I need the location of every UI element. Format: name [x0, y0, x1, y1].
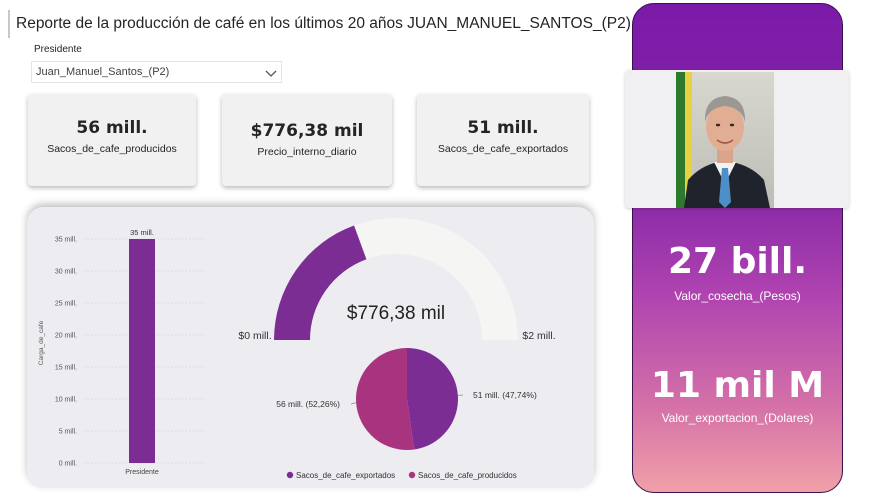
pie-data-label: 56 mill. (52,26%): [276, 399, 340, 409]
kpi-value-sacos-exportados: 51 mill.: [467, 118, 539, 138]
legend-swatch: [286, 471, 294, 479]
bar-y-tick-label: 15 mill.: [55, 365, 77, 372]
report-title: Reporte de la producción de café en los …: [16, 15, 631, 32]
gauge-chart: $776,38 mil $0 mill. $2 mill.: [238, 217, 556, 342]
kpi-label-sacos-producidos: Sacos_de_cafe_producidos: [47, 143, 177, 155]
valor-exportacion-value: 11 mil M: [650, 365, 825, 406]
bar-category-label: Presidente: [125, 469, 159, 476]
gauge-value-arc[interactable]: [274, 225, 367, 340]
kpi-label-precio-interno: Precio_interno_diario: [257, 146, 357, 158]
bar-y-tick-label: 0 mill.: [59, 461, 77, 468]
legend-entry[interactable]: Sacos_de_cafe_exportados: [296, 471, 395, 480]
pie-slice[interactable]: [407, 348, 459, 450]
report-title-bar: Reporte de la producción de café en los …: [8, 10, 631, 38]
pie-data-label: 51 mill. (47,74%): [473, 390, 537, 400]
kpi-card-precio-interno: $776,38 mil Precio_interno_diario: [222, 94, 392, 186]
legend-entry[interactable]: Sacos_de_cafe_producidos: [418, 471, 517, 480]
gauge-value-label: $776,38 mil: [347, 303, 445, 324]
kpi-value-precio-interno: $776,38 mil: [250, 121, 364, 141]
presidente-slicer-dropdown[interactable]: Juan_Manuel_Santos_(P2): [31, 61, 282, 83]
valor-exportacion-label: Valor_exportacion_(Dolares): [661, 411, 814, 425]
presidente-slicer-label: Presidente: [34, 44, 82, 55]
bar-y-tick-label: 30 mill.: [55, 269, 77, 276]
chevron-down-icon: [265, 70, 277, 77]
kpi-value-sacos-producidos: 56 mill.: [76, 118, 148, 138]
president-portrait: [676, 72, 774, 208]
kpi-label-sacos-exportados: Sacos_de_cafe_exportados: [437, 143, 569, 155]
valor-cosecha-label: Valor_cosecha_(Pesos): [674, 289, 801, 303]
pie-leader-line: [350, 402, 357, 405]
valor-cosecha-value: 27 bill.: [667, 241, 808, 282]
bar-y-tick-label: 10 mill.: [55, 397, 77, 404]
kpi-card-sacos-exportados: 51 mill. Sacos_de_cafe_exportados: [417, 94, 589, 186]
photo-card: [625, 70, 849, 208]
bar-y-tick-label: 20 mill.: [55, 333, 77, 340]
bar-y-tick-label: 25 mill.: [55, 301, 77, 308]
bar-data-label: 35 mill.: [130, 228, 154, 237]
bar-mark[interactable]: [129, 239, 155, 463]
pie-chart: 51 mill. (47,74%) 56 mill. (52,26%) Sacos…: [276, 348, 537, 480]
bar-y-tick-label: 35 mill.: [55, 237, 77, 244]
bar-y-tick-label: 5 mill.: [59, 429, 77, 436]
gauge-max-label: $2 mill.: [522, 330, 555, 342]
pie-slice[interactable]: [356, 348, 415, 450]
gauge-min-label: $0 mill.: [238, 330, 271, 342]
presidente-slicer-value: Juan_Manuel_Santos_(P2): [36, 66, 170, 78]
legend-swatch: [408, 471, 416, 479]
bar-chart-y-axis-title: Carga_de_cafe: [38, 320, 45, 365]
bar-chart: Carga_de_cafe 0 mill. 5 mill. 10 mill. 15 m…: [38, 228, 205, 476]
gauge-remaining-arc: [354, 217, 518, 340]
kpi-card-sacos-producidos: 56 mill. Sacos_de_cafe_producidos: [28, 94, 196, 186]
